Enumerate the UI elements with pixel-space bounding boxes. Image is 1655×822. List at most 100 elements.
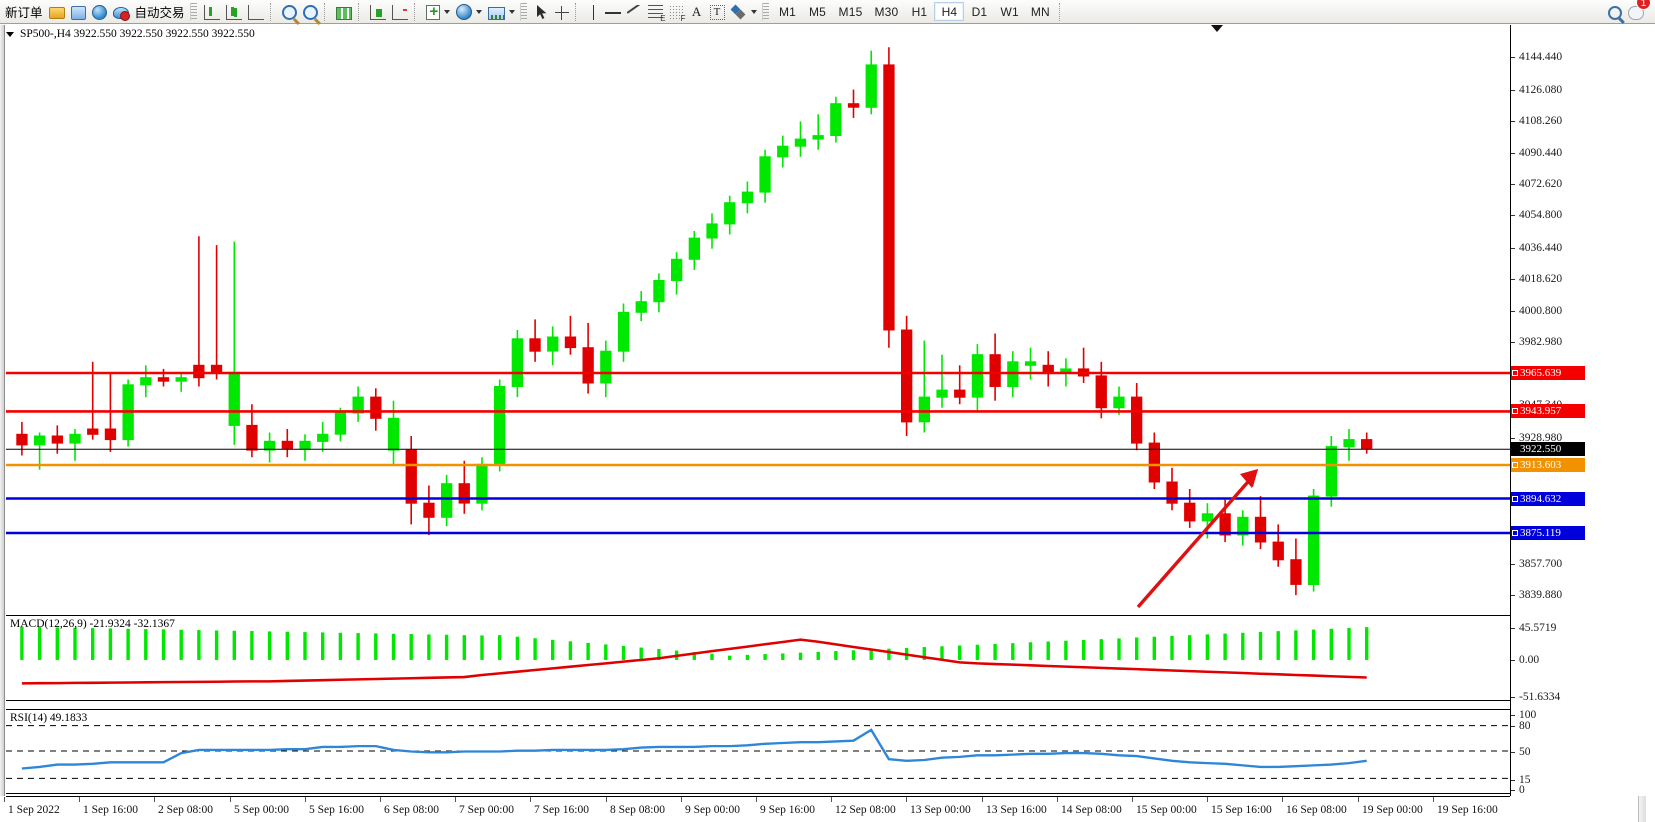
fibonacci-icon[interactable] bbox=[666, 1, 687, 23]
chart-left-strip bbox=[0, 25, 5, 796]
time-tick-10 bbox=[756, 797, 757, 802]
toolbar-grip-3[interactable] bbox=[761, 2, 769, 21]
price-tick-5: 4054.800 bbox=[1511, 209, 1562, 221]
chevron-down-icon[interactable] bbox=[443, 9, 450, 14]
time-tick-12 bbox=[906, 797, 907, 802]
add-indicator-icon[interactable] bbox=[423, 1, 453, 23]
timeframe-m5[interactable]: M5 bbox=[808, 4, 827, 19]
time-label-10: 9 Sep 16:00 bbox=[760, 804, 815, 816]
timeframe-mn[interactable]: MN bbox=[1030, 4, 1050, 19]
text-icon[interactable]: A bbox=[691, 3, 702, 19]
templates-icon[interactable] bbox=[485, 1, 518, 23]
price-tag-3913-603[interactable]: 3913.603 bbox=[1511, 458, 1585, 472]
chevron-down-icon[interactable] bbox=[475, 9, 482, 14]
macd-pane[interactable]: MACD(12,26,9) -21.9324 -32.1367 bbox=[6, 615, 1510, 701]
time-label-18: 19 Sep 00:00 bbox=[1362, 804, 1423, 816]
time-tick-16 bbox=[1207, 797, 1208, 802]
timeframe-m1[interactable]: M1 bbox=[778, 4, 797, 19]
price-tag-3965-639[interactable]: 3965.639 bbox=[1511, 366, 1585, 380]
price-tag-3875-119[interactable]: 3875.119 bbox=[1511, 526, 1585, 540]
price-axis[interactable]: 4144.440 4126.080 4108.260 4090.440 4072.620… bbox=[1510, 25, 1655, 796]
price-tick-3: 4090.440 bbox=[1511, 147, 1562, 159]
equidistant-channel-icon[interactable] bbox=[645, 1, 666, 23]
chart-area[interactable]: SP500-,H4 3922.550 3922.550 3922.550 392… bbox=[0, 25, 1655, 822]
rsi-axis-15: 15 bbox=[1511, 774, 1531, 786]
timeframe-h4[interactable]: H4 bbox=[934, 2, 965, 21]
time-label-3: 5 Sep 00:00 bbox=[234, 804, 289, 816]
time-axis[interactable]: 1 Sep 2022 1 Sep 16:00 2 Sep 08:00 5 Sep 00… bbox=[4, 796, 1510, 822]
price-tick-0: 4144.440 bbox=[1511, 51, 1562, 63]
grid-icon[interactable] bbox=[333, 1, 355, 23]
globe-icon[interactable] bbox=[89, 1, 110, 23]
rsi-pane[interactable]: RSI(14) 49.1833 bbox=[6, 709, 1510, 794]
new-order-label: 新订单 bbox=[5, 6, 43, 20]
chevron-down-icon[interactable] bbox=[750, 9, 757, 14]
search-icon[interactable] bbox=[1605, 1, 1625, 23]
auto-trading-button[interactable]: 自动交易 bbox=[132, 1, 188, 23]
auto-scroll-icon[interactable] bbox=[367, 1, 389, 23]
toolbar-grip-2[interactable] bbox=[519, 2, 527, 21]
price-tick-11: 3928.980 bbox=[1511, 432, 1562, 444]
time-tick-13 bbox=[982, 797, 983, 802]
shapes-icon[interactable] bbox=[728, 1, 760, 23]
timeframe-w1[interactable]: W1 bbox=[1000, 4, 1019, 19]
time-label-8: 8 Sep 08:00 bbox=[610, 804, 665, 816]
bar-chart-icon[interactable] bbox=[201, 1, 223, 23]
time-tick-7 bbox=[530, 797, 531, 802]
chevron-down-icon[interactable] bbox=[508, 9, 515, 14]
zoom-out-icon[interactable] bbox=[300, 1, 321, 23]
macd-plot bbox=[20, 626, 1369, 685]
time-label-19: 19 Sep 16:00 bbox=[1437, 804, 1498, 816]
macd-axis-zero: 0.00 bbox=[1511, 654, 1539, 666]
time-label-14: 14 Sep 08:00 bbox=[1061, 804, 1122, 816]
timeframe-d1[interactable]: D1 bbox=[971, 4, 988, 19]
time-label-17: 16 Sep 08:00 bbox=[1286, 804, 1347, 816]
toolbar-separator-5 bbox=[574, 2, 581, 21]
expert-advisor-icon[interactable] bbox=[110, 1, 132, 23]
folder-icon[interactable] bbox=[46, 1, 68, 23]
timeframe-m30[interactable]: M30 bbox=[874, 4, 899, 19]
time-label-13: 13 Sep 16:00 bbox=[986, 804, 1047, 816]
timeframe-m15[interactable]: M15 bbox=[838, 4, 863, 19]
time-label-11: 12 Sep 08:00 bbox=[835, 804, 896, 816]
period-clock-icon[interactable] bbox=[453, 1, 485, 23]
trendline-icon[interactable] bbox=[624, 1, 645, 23]
rsi-axis-80: 80 bbox=[1511, 720, 1531, 732]
notifications-button[interactable]: 1 bbox=[1625, 0, 1651, 23]
time-tick-14 bbox=[1057, 797, 1058, 802]
time-tick-9 bbox=[681, 797, 682, 802]
time-tick-2 bbox=[154, 797, 155, 802]
macd-histogram bbox=[20, 626, 1369, 660]
price-tag-3922-550[interactable]: 3922.550 bbox=[1511, 442, 1585, 457]
line-chart-icon[interactable] bbox=[245, 1, 267, 23]
rsi-axis-50: 50 bbox=[1511, 746, 1531, 758]
candlestick-chart-icon[interactable] bbox=[223, 1, 245, 23]
data-window-icon[interactable] bbox=[68, 1, 89, 23]
horizontal-line-icon[interactable] bbox=[602, 1, 624, 23]
notification-badge: 1 bbox=[1636, 0, 1651, 10]
price-tag-3894-632[interactable]: 3894.632 bbox=[1511, 491, 1585, 506]
vertical-line-icon[interactable] bbox=[584, 1, 602, 23]
price-tag-3943-957[interactable]: 3943.957 bbox=[1511, 404, 1585, 419]
time-tick-11 bbox=[831, 797, 832, 802]
rsi-plot bbox=[6, 725, 1510, 779]
price-tick-2: 4108.260 bbox=[1511, 115, 1562, 127]
time-label-6: 7 Sep 00:00 bbox=[459, 804, 514, 816]
new-order-button[interactable]: 新订单 bbox=[2, 1, 46, 23]
chart-menu-caret-icon[interactable] bbox=[6, 31, 14, 37]
time-label-0: 1 Sep 2022 bbox=[8, 804, 60, 816]
time-tick-6 bbox=[455, 797, 456, 802]
toolbar-separator-6 bbox=[1058, 2, 1065, 21]
timeframe-h1[interactable]: H1 bbox=[911, 4, 928, 19]
cursor-icon[interactable] bbox=[531, 1, 552, 23]
chart-position-marker bbox=[1211, 25, 1223, 32]
chart-shift-icon[interactable] bbox=[389, 1, 411, 23]
time-label-5: 6 Sep 08:00 bbox=[384, 804, 439, 816]
text-label-icon[interactable]: T bbox=[707, 1, 728, 23]
zoom-in-icon[interactable] bbox=[279, 1, 300, 23]
toolbar-grip-1[interactable] bbox=[189, 2, 197, 21]
crosshair-icon[interactable] bbox=[552, 1, 572, 23]
toolbar-separator-4 bbox=[413, 2, 420, 21]
price-pane[interactable] bbox=[6, 41, 1510, 611]
main-toolbar: 新订单 自动交易 bbox=[0, 0, 1655, 24]
